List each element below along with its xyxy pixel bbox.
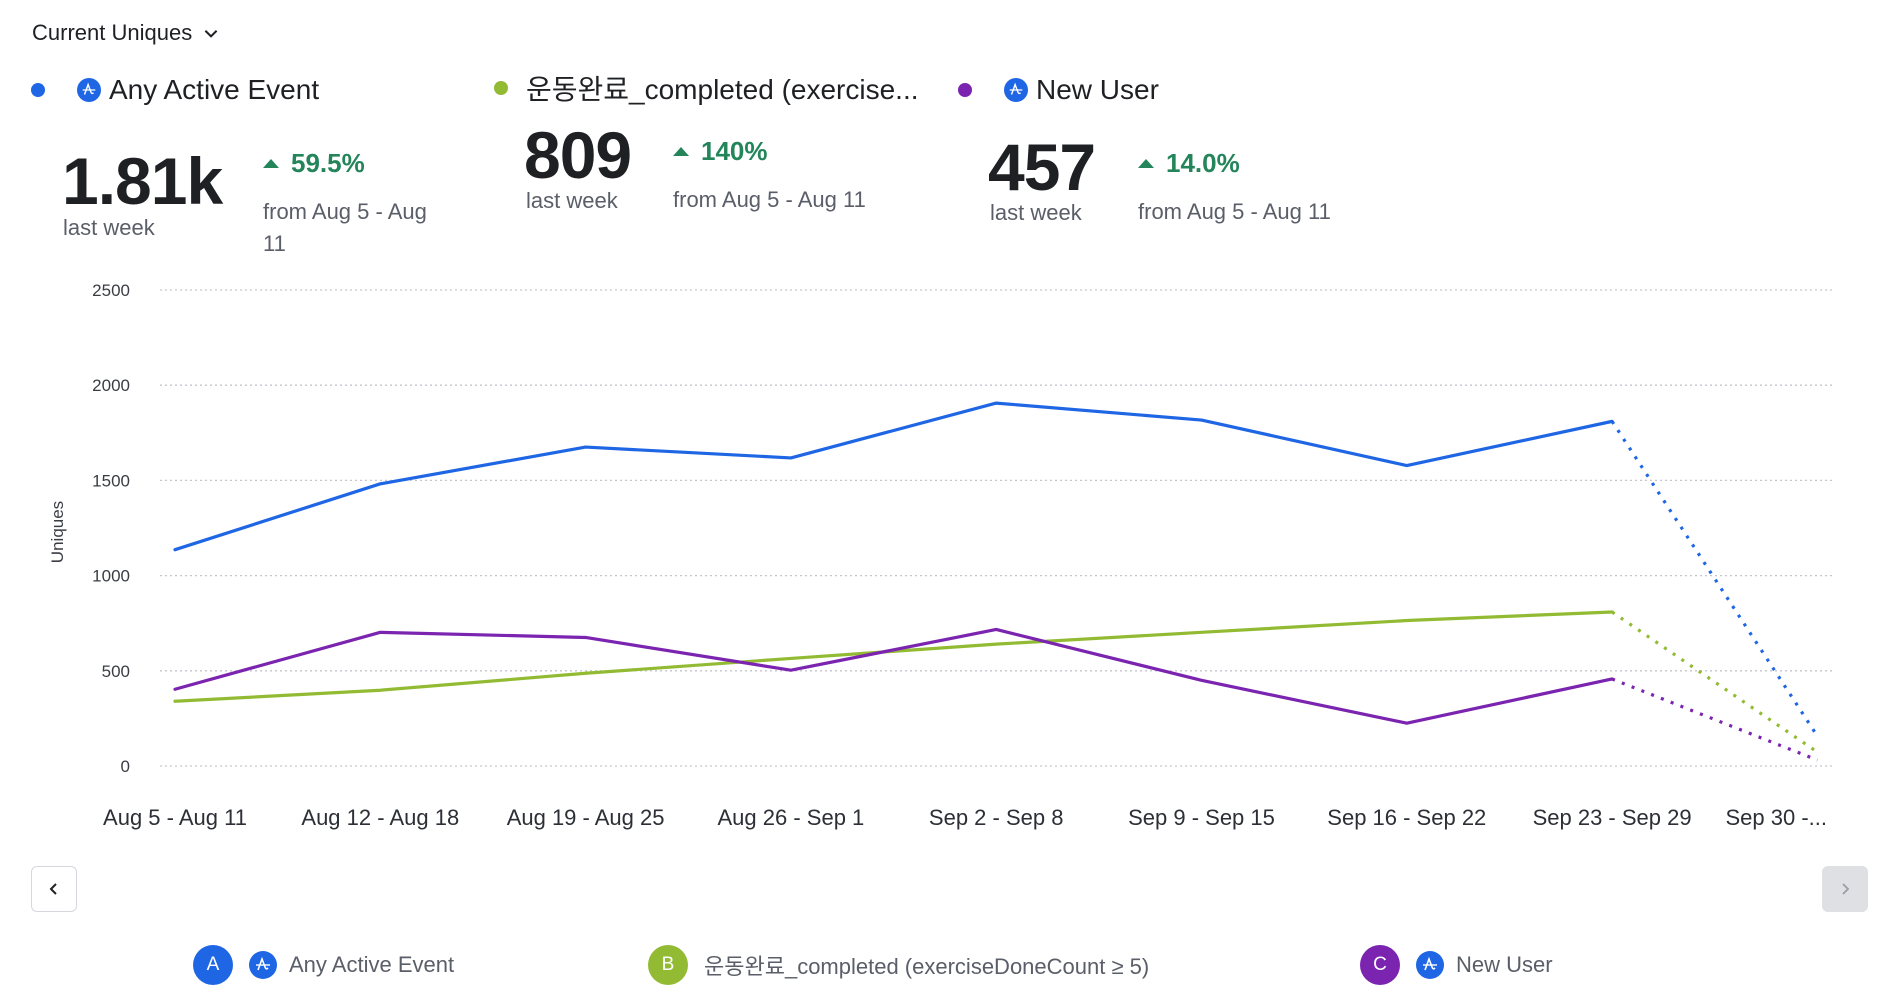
series-c-color-dot [958, 83, 972, 97]
summary-series-b-name: 운동완료_completed (exercise... [526, 74, 919, 105]
summary-series-c-header: New User [958, 74, 1159, 106]
amplitude-event-icon [1416, 951, 1444, 979]
summary-series-a-delta: 59.5% [263, 148, 365, 179]
series-line-incomplete [1611, 677, 1818, 762]
chart-gridlines [160, 289, 1833, 767]
summary-series-b-value: 809 [524, 118, 632, 192]
series-c [173, 627, 1818, 762]
compare-text-line1: from Aug 5 - Aug 11 [1138, 199, 1331, 224]
series-line-incomplete [1610, 420, 1819, 737]
summary-series-c-delta-value: 14.0% [1166, 148, 1240, 178]
series-line-solid [173, 401, 1614, 552]
summary-series-a-header: Any Active Event [31, 74, 319, 106]
arrow-up-icon [263, 159, 279, 168]
compare-text-line1: from Aug 5 - Aug [263, 199, 427, 224]
legend-label-a: Any Active Event [289, 952, 455, 977]
x-tick-label: Aug 26 - Sep 1 [718, 805, 865, 830]
legend-item-c[interactable]: C New User [1360, 945, 1553, 985]
compare-text-line1: from Aug 5 - Aug 11 [673, 187, 866, 212]
summary-series-a-value: 1.81k [62, 144, 223, 218]
legend-label-b: 운동완료_completed (exerciseDoneCount ≥ 5) [704, 954, 1150, 979]
x-tick-label: Aug 5 - Aug 11 [103, 805, 247, 830]
x-tick-label: Sep 23 - Sep 29 [1533, 805, 1692, 830]
chart-next-page-button[interactable] [1822, 866, 1868, 912]
summary-series-c-name: New User [1036, 74, 1159, 105]
compare-text-line2: 11 [263, 230, 286, 256]
metric-selector-label: Current Uniques [32, 20, 193, 45]
amplitude-event-icon [1004, 78, 1028, 102]
summary-series-c-period: last week [990, 200, 1082, 225]
chevron-left-icon [49, 883, 57, 895]
x-tick-label: Sep 30 -... [1725, 805, 1827, 830]
arrow-up-icon [1138, 159, 1154, 168]
y-tick-label: 2000 [92, 376, 130, 395]
y-tick-label: 1000 [92, 567, 130, 586]
amplitude-event-icon [77, 78, 101, 102]
summary-series-b-delta-value: 140% [701, 136, 768, 166]
summary-series-a-delta-value: 59.5% [291, 148, 365, 178]
series-line-solid [173, 627, 1614, 725]
chart-series [173, 401, 1819, 762]
arrow-up-icon [673, 147, 689, 156]
y-axis-label: Uniques [48, 501, 67, 563]
summary-series-a-period: last week [63, 215, 155, 240]
series-a-color-dot [31, 83, 45, 97]
y-axis-ticks: 0 500 1000 1500 2000 2500 [92, 281, 130, 776]
chevron-down-icon [204, 30, 218, 38]
summary-series-b-delta: 140% [673, 136, 768, 167]
line-chart: 0 500 1000 1500 2000 2500 Uniques Aug 5 - Aug… [48, 281, 1833, 830]
legend-badge-b: B [648, 945, 688, 985]
chevron-right-icon [1842, 883, 1850, 895]
y-tick-label: 0 [121, 757, 130, 776]
summary-series-c-value: 457 [988, 130, 1096, 204]
summary-series-c-delta: 14.0% [1138, 148, 1240, 179]
series-b-color-dot [494, 81, 508, 95]
legend-item-a[interactable]: A Any Active Event [193, 945, 454, 985]
y-tick-label: 500 [102, 662, 130, 681]
legend-badge-c: C [1360, 945, 1400, 985]
x-tick-label: Sep 2 - Sep 8 [929, 805, 1064, 830]
metric-selector-dropdown[interactable]: Current Uniques [32, 20, 220, 46]
summary-series-b-period: last week [526, 188, 618, 213]
series-line-solid [173, 610, 1614, 703]
summary-series-b-compare: from Aug 5 - Aug 11 [673, 184, 866, 216]
series-a [173, 401, 1819, 737]
x-tick-label: Aug 19 - Aug 25 [507, 805, 665, 830]
y-tick-label: 2500 [92, 281, 130, 300]
x-axis-ticks: Aug 5 - Aug 11 Aug 12 - Aug 18 Aug 19 - Au… [103, 805, 1827, 830]
legend-item-b[interactable]: B 운동완료_completed (exerciseDoneCount ≥ 5) [648, 945, 1149, 985]
chart-prev-page-button[interactable] [31, 866, 77, 912]
summary-series-a-name: Any Active Event [109, 74, 320, 105]
series-line-incomplete [1611, 610, 1819, 754]
summary-series-b-header: 운동완료_completed (exercise... [494, 68, 919, 108]
legend-badge-a: A [193, 945, 233, 985]
x-tick-label: Sep 9 - Sep 15 [1128, 805, 1275, 830]
amplitude-event-icon [249, 951, 277, 979]
x-tick-label: Aug 12 - Aug 18 [301, 805, 459, 830]
legend-label-c: New User [1456, 952, 1553, 977]
y-tick-label: 1500 [92, 471, 130, 490]
summary-series-a-compare: from Aug 5 - Aug 11 [263, 196, 427, 260]
x-tick-label: Sep 16 - Sep 22 [1327, 805, 1486, 830]
summary-series-c-compare: from Aug 5 - Aug 11 [1138, 196, 1331, 228]
